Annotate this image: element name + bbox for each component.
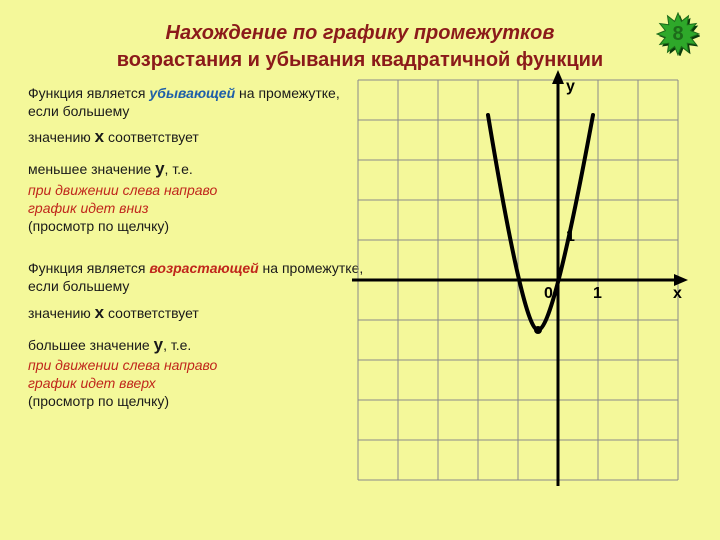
dec-l3a: меньшее значение [28,161,155,177]
inc-line2: значению х соответствует [28,302,368,324]
inc-hint2: график идет вверх [28,374,368,392]
dec-line3: меньшее значение у, т.е. [28,158,368,180]
inc-l2a: значению [28,305,95,321]
inc-hint1: при движении слева направо [28,356,368,374]
increasing-block: Функция является возрастающей на промежу… [28,259,368,410]
inc-l3b: , т.е. [163,337,191,353]
title-line-1: Нахождение по графику промежутков [28,20,692,47]
dec-hint2: график идет вниз [28,199,368,217]
decreasing-block: Функция является убывающей на промежутке… [28,84,368,235]
inc-keyword: возрастающей [149,260,258,276]
x-axis-label: х [673,285,682,303]
y-tick-1-label: 1 [566,228,575,246]
inc-line1: Функция является возрастающей на промежу… [28,259,368,295]
inc-varx: х [95,303,104,322]
graph-area: у х 0 1 1 [348,70,688,505]
slide-number: 8 [672,23,683,46]
y-axis-label: у [566,78,575,96]
dec-varx: х [95,127,104,146]
inc-line3: большее значение у, т.е. [28,334,368,356]
dec-note: (просмотр по щелчку) [28,217,368,235]
slide-number-badge: 8 [656,12,700,56]
parabola-graph [348,70,688,500]
text-column: Функция является убывающей на промежутке… [28,84,368,434]
content-area: Функция является убывающей на промежутке… [28,84,692,514]
dec-l3b: , т.е. [165,161,193,177]
origin-label: 0 [544,285,553,303]
inc-vary: у [154,335,163,354]
dec-prefix: Функция является [28,85,149,101]
dec-hint1: при движении слева направо [28,181,368,199]
dec-line1: Функция является убывающей на промежутке… [28,84,368,120]
dec-l2a: значению [28,129,95,145]
dec-keyword: убывающей [149,85,235,101]
x-tick-1-label: 1 [593,285,602,303]
slide-title: Нахождение по графику промежутков возрас… [28,20,692,74]
inc-l2b: соответствует [104,305,199,321]
dec-vary: у [155,159,164,178]
inc-prefix: Функция является [28,260,149,276]
dec-line2: значению х соответствует [28,126,368,148]
dec-l2b: соответствует [104,129,199,145]
slide: 8 Нахождение по графику промежутков возр… [0,0,720,540]
inc-l3a: большее значение [28,337,154,353]
inc-note: (просмотр по щелчку) [28,392,368,410]
